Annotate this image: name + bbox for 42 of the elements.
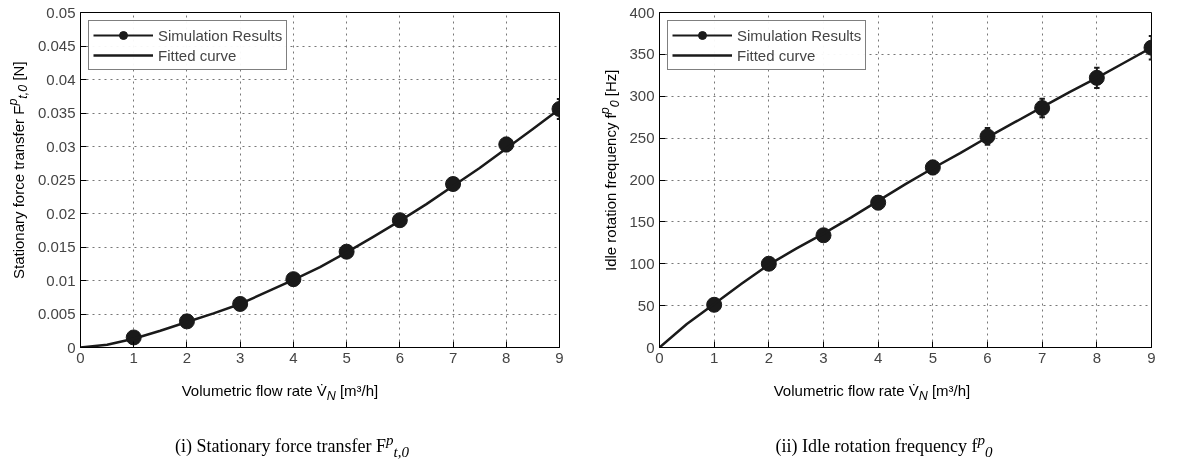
y-tick-label: 200: [629, 171, 655, 188]
y-tick-label: 50: [637, 296, 655, 314]
x-tick-label: 5: [342, 348, 351, 366]
x-tick-label: 7: [1038, 348, 1047, 366]
y-tick-label: 250: [629, 129, 655, 147]
x-tick-label: 6: [983, 348, 992, 366]
legend-label: Simulation Results: [158, 26, 283, 44]
x-tick-label: 4: [874, 348, 883, 366]
x-tick-label: 8: [1092, 348, 1102, 366]
y-tick-label: 350: [629, 45, 655, 63]
x-tick-label: 2: [182, 348, 192, 366]
y-tick-label: 0.01: [46, 271, 76, 289]
y-tick-label: 400: [629, 3, 655, 21]
y-tick-label: 0.015: [37, 238, 76, 255]
y-tick-label: 0.02: [46, 204, 76, 222]
legend-label: Fitted curve: [158, 46, 237, 64]
y-tick-label: 0.03: [46, 137, 76, 155]
y-tick-label: 300: [629, 87, 655, 105]
x-tick-label: 7: [448, 348, 458, 366]
y-tick-label: 150: [629, 212, 655, 230]
x-tick-label: 9: [555, 348, 564, 366]
x-tick-label: 2: [764, 348, 774, 366]
legend-label: Simulation Results: [737, 26, 862, 44]
x-tick-label: 8: [502, 348, 511, 366]
x-tick-label: 1: [710, 348, 719, 366]
x-tick-label: 9: [1147, 348, 1156, 366]
x-axis-title: Volumetric flow rate V̇$_{N}$ [m³/h]: [772, 381, 972, 405]
y-tick-label: 0.025: [37, 171, 76, 188]
y-tick-label: 100: [629, 254, 655, 272]
x-tick-label: 5: [928, 348, 938, 366]
x-tick-label: 6: [395, 348, 405, 366]
x-tick-label: 3: [819, 348, 828, 366]
x-tick-label: 4: [289, 348, 298, 366]
legend-label: Fitted curve: [737, 46, 816, 64]
x-axis-title: Volumetric flow rate V̇$_{N}$ [m³/h]: [180, 381, 380, 405]
x-tick-label: 1: [129, 348, 138, 366]
y-tick-label: 0.05: [46, 3, 76, 21]
x-tick-label: 3: [236, 348, 245, 366]
y-tick-label: 0.035: [37, 104, 76, 121]
y-tick-label: 0.04: [46, 70, 76, 88]
y-tick-label: 0.005: [37, 305, 76, 322]
y-tick-label: 0.045: [37, 37, 76, 54]
